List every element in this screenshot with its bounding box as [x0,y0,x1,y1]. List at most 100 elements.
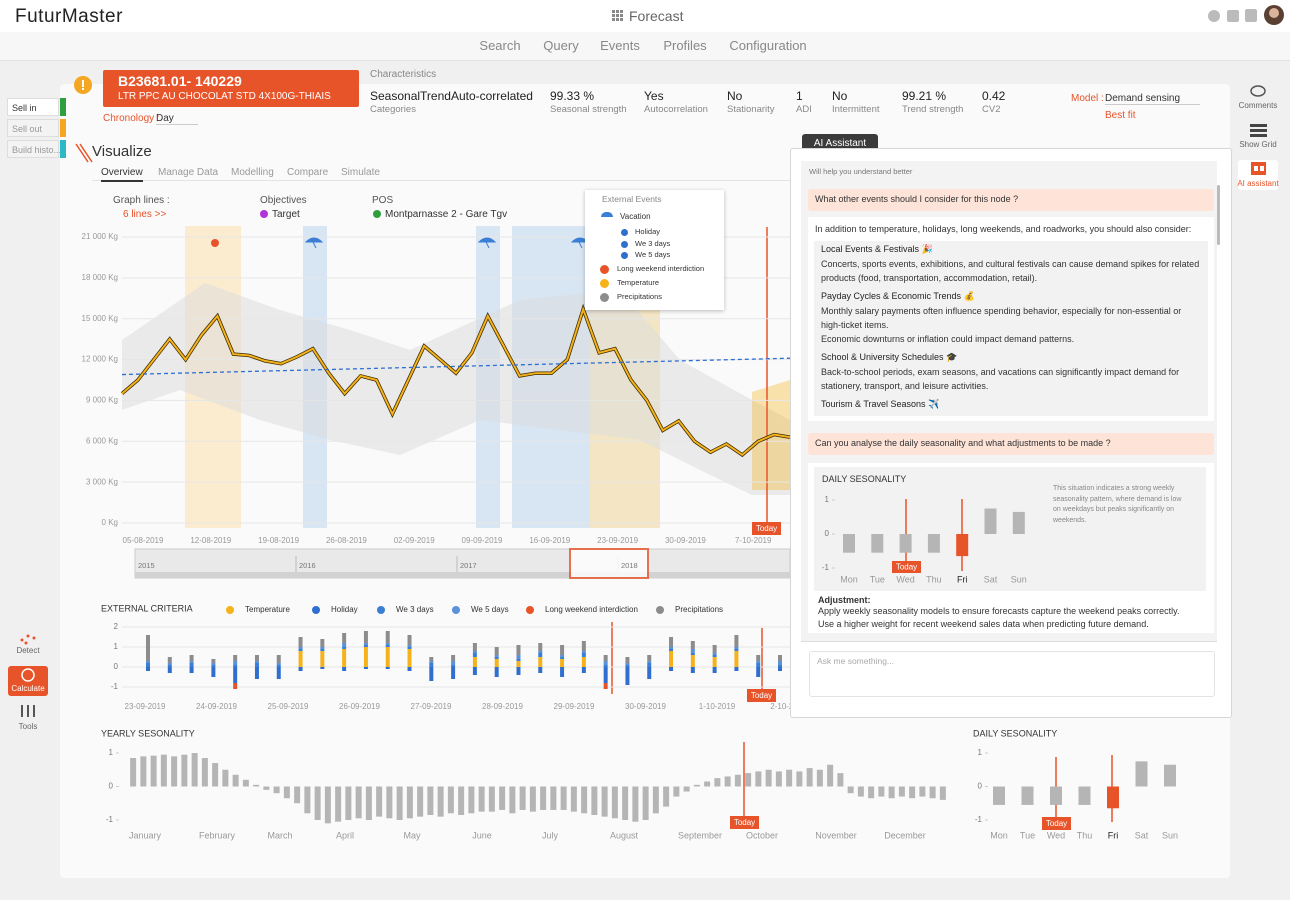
criteria-bar [342,667,347,671]
y-tick-label: 0 [825,529,830,538]
criteria-bar [538,651,543,653]
season-bar [468,786,475,814]
nav-item[interactable]: Query [543,38,579,53]
season-bar [324,786,331,824]
timeline-scroll [135,572,790,578]
season-bar [581,786,588,814]
today-label: Today [751,691,772,700]
day-label: Tue [870,574,885,584]
top-bar [0,0,1290,32]
nav-item[interactable]: Profiles [663,38,707,53]
x-tick-label: 19-08-2019 [258,536,299,545]
x-tick-label: 16-09-2019 [529,536,570,545]
y-tick-label: 0 [109,782,114,791]
right-tool[interactable]: Comments [1238,101,1278,110]
graph-lines-link[interactable]: 6 lines >> [123,209,167,220]
right-tool[interactable]: Show Grid [1239,140,1277,149]
day-label: Sat [984,574,998,584]
left-tab[interactable]: Build histo... [7,140,61,158]
season-bar [683,786,690,792]
criteria-bar [320,649,325,651]
left-tool[interactable]: Calculate [11,684,45,693]
y-tick-label: 15 000 Kg [82,314,118,323]
criteria-bar [734,647,739,649]
x-tick-label: 02-09-2019 [394,536,435,545]
confidence-band [122,283,790,495]
day-label: Tue [1020,830,1035,840]
criteria-bar [690,641,695,649]
criteria-bar [429,657,434,661]
season-bar [150,755,157,787]
left-tab[interactable]: Sell out [7,119,59,137]
season-bar [181,754,188,787]
pos-name: Montparnasse 2 - Gare Tgv [385,209,508,220]
legend-dot [600,265,609,274]
criteria-bar [538,653,543,657]
legend-label: We 3 days [396,605,434,614]
app-title[interactable]: Forecast [629,8,684,24]
season-bar [253,784,260,787]
season-bar [529,786,536,812]
criteria-bar [146,667,150,671]
criteria-bar [560,645,565,655]
visualize-tab[interactable]: Modelling [231,167,274,178]
criteria-bar [342,647,347,649]
product-box[interactable] [103,70,359,107]
criteria-bar [669,651,674,667]
left-tool[interactable]: Detect [16,646,40,655]
chronology-select[interactable]: Day [156,113,198,125]
left-tool[interactable]: Tools [18,722,38,731]
chat-input[interactable] [809,651,1215,697]
best-fit[interactable]: Best fit [1105,110,1136,121]
stat-label: ADI [796,104,812,115]
legend-dot [621,252,628,259]
section-line: products (food, transportation, accommod… [821,273,1038,283]
visualize-tab[interactable]: Manage Data [158,167,219,178]
trend-line [121,357,791,376]
nav-item[interactable]: Configuration [729,38,807,53]
section-line: high-ticket items. [821,320,889,330]
day-label: Sun [1162,830,1178,840]
right-tool[interactable]: AI assistant [1237,179,1279,188]
criteria-bar [233,661,238,665]
criteria-bar [276,655,281,663]
visualize-tab[interactable]: Overview [101,167,143,182]
month-label: September [678,830,722,840]
criteria-bar [385,667,390,669]
criteria-bar [211,659,216,663]
section-title: Tourism & Travel Seasons ✈️ [821,399,940,409]
x-tick-label: 25-09-2019 [268,702,309,711]
criteria-bar [756,667,761,677]
criteria-bar [603,665,608,667]
criteria-bar [756,663,761,667]
nav-item[interactable]: Search [479,38,521,53]
y-tick-label: 1 [114,642,119,651]
nav-item[interactable]: Events [600,38,640,53]
season-bar [601,786,608,817]
left-tab[interactable]: Sell in [7,98,59,116]
tabs-divider [92,180,792,181]
criteria-bar [407,635,412,645]
season-bar [878,786,885,797]
stat-label: CV2 [982,104,1001,115]
month-label: June [472,830,492,840]
y-tick-label: 0 [978,782,983,791]
month-label: October [746,830,778,840]
visualize-tab[interactable]: Simulate [341,167,380,178]
season-bar [755,771,762,787]
today-badge [730,816,759,829]
model-select[interactable]: Demand sensing [1105,93,1200,105]
criteria-bar [560,659,565,667]
season-bar [355,786,362,819]
criteria-bar [778,661,782,665]
criteria-bar [625,657,630,663]
season-bar [673,786,680,797]
visualize-tab[interactable]: Compare [287,167,329,178]
timeline-selection[interactable] [569,548,649,579]
season-bar [560,786,567,810]
criteria-bar [320,651,325,667]
criteria-bar [276,665,281,667]
chart-title: EXTERNAL CRITERIA [101,603,193,613]
target-label: Target [272,209,300,220]
characteristics-label[interactable]: Characteristics [370,69,437,80]
